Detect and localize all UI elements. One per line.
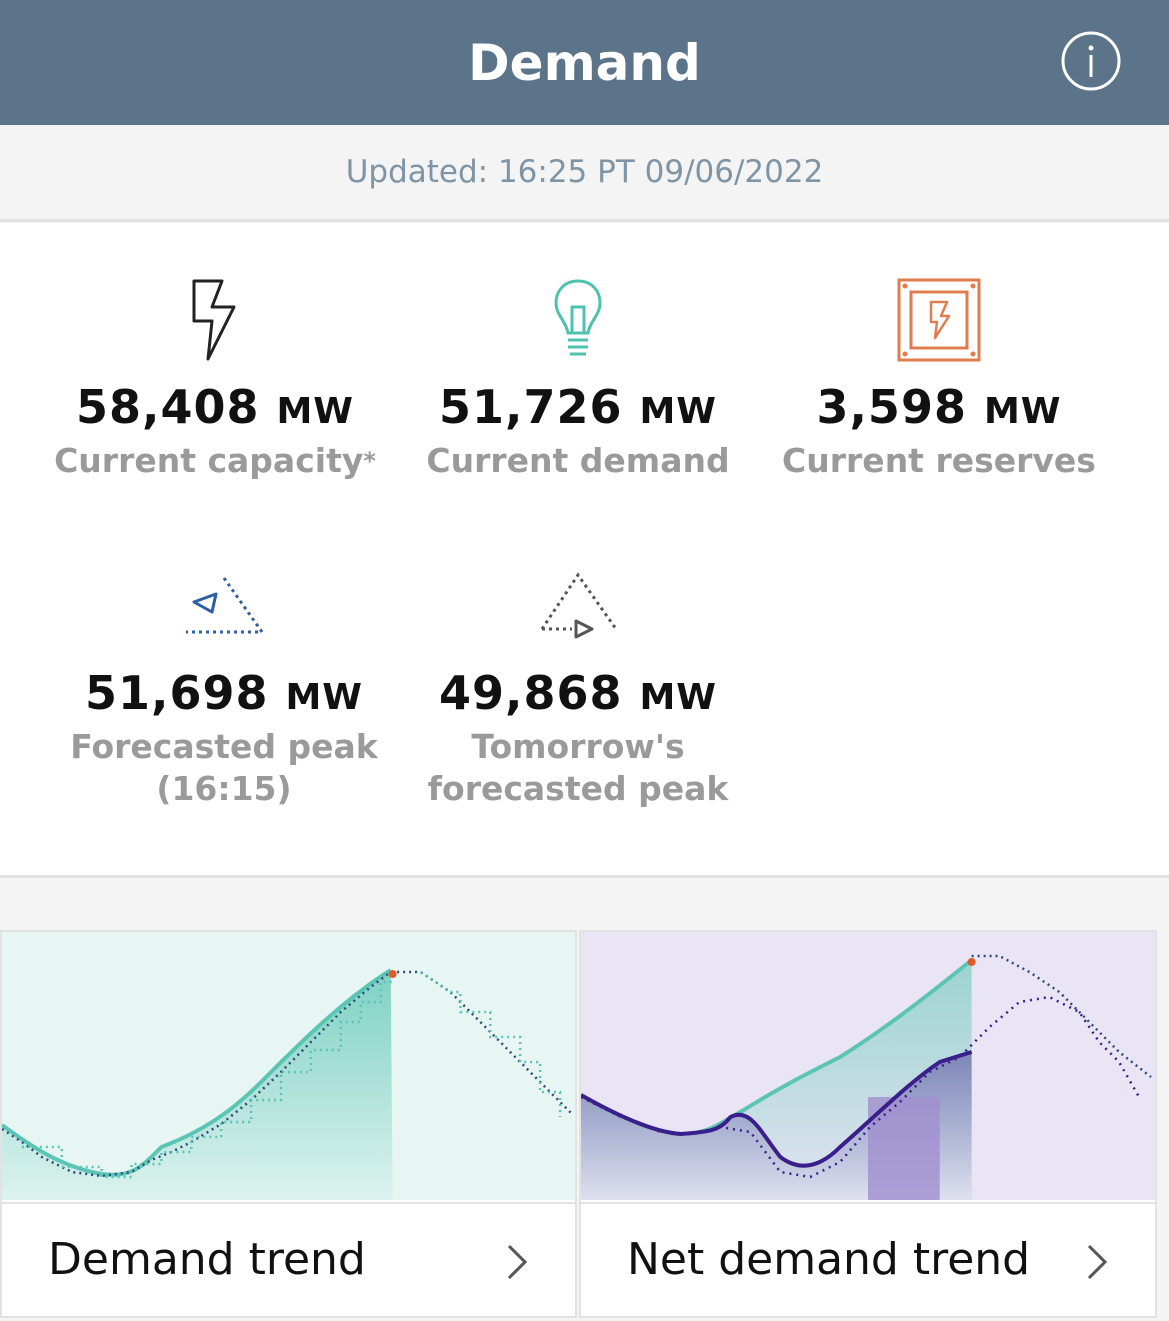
tomorrow-peak-icon (540, 572, 618, 639)
net-demand-trend-label: Net demand trend (627, 1234, 1031, 1285)
updated-bar: Updated: 16:25 PT 09/06/2022 (0, 125, 1169, 222)
net-demand-trend-thumbnail (581, 932, 1155, 1200)
stat-label: Current reserves (782, 441, 1096, 480)
app-header: Demand (0, 0, 1169, 125)
stat-label: Current demand (426, 441, 730, 480)
demand-trend-label: Demand trend (48, 1234, 366, 1285)
stat-current-capacity[interactable]: 58,408 MW Current capacity* (35, 275, 395, 482)
net-demand-trend-card[interactable]: Net demand trend (579, 930, 1157, 1318)
page-title: Demand (468, 33, 701, 92)
chevron-right-icon (507, 1244, 528, 1280)
stats-panel: 58,408 MW Current capacity* 51,726 MW Cu… (0, 223, 1169, 878)
demand-trend-footer[interactable]: Demand trend (2, 1202, 575, 1318)
info-circle-icon[interactable] (1060, 30, 1122, 92)
forecast-peak-icon (186, 577, 265, 634)
stat-label: Tomorrow's forecasted peak (427, 727, 729, 808)
stat-forecasted-peak[interactable]: 51,698 MW Forecasted peak (16:15) (44, 561, 404, 810)
stat-value: 51,726 MW (438, 380, 718, 434)
stat-value: 58,408 MW (75, 380, 355, 434)
lightning-bolt-icon (192, 279, 236, 361)
chevron-right-icon (1087, 1244, 1108, 1280)
reserves-box-icon (897, 278, 981, 362)
stat-tomorrow-peak[interactable]: 49,868 MW Tomorrow's forecasted peak (398, 561, 758, 810)
updated-timestamp: Updated: 16:25 PT 09/06/2022 (345, 154, 824, 190)
stat-value: 51,698 MW (84, 666, 364, 720)
stat-label: Current capacity* (54, 441, 376, 480)
stat-current-reserves[interactable]: 3,598 MW Current reserves (759, 275, 1119, 482)
stat-value: 3,598 MW (816, 380, 1062, 434)
net-demand-trend-footer[interactable]: Net demand trend (581, 1202, 1155, 1318)
lightbulb-icon (554, 279, 602, 356)
stat-value: 49,868 MW (438, 666, 718, 720)
trend-cards: Demand trend (0, 930, 1169, 1321)
demand-trend-card[interactable]: Demand trend (0, 930, 577, 1318)
demand-trend-thumbnail (2, 932, 575, 1200)
stat-label: Forecasted peak (16:15) (70, 727, 378, 808)
stat-current-demand[interactable]: 51,726 MW Current demand (398, 275, 758, 482)
